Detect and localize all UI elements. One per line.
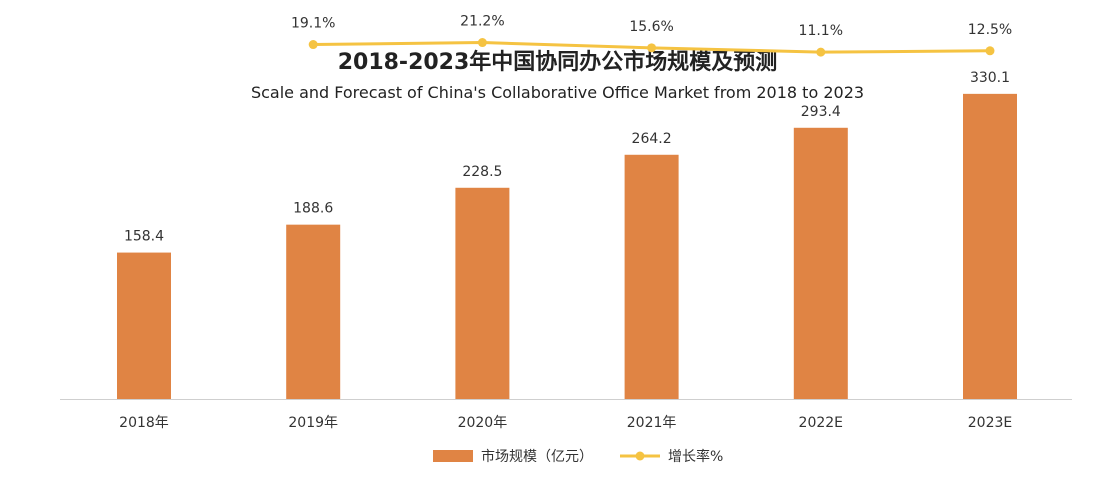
legend-swatch-market-size bbox=[433, 450, 473, 462]
growth-rate-point bbox=[647, 43, 657, 53]
legend-label-growth-rate: 增长率% bbox=[668, 448, 723, 465]
bar bbox=[286, 224, 341, 399]
bar bbox=[963, 93, 1017, 400]
chart-subtitle: Scale and Forecast of China's Collaborat… bbox=[250, 83, 865, 102]
bar bbox=[793, 127, 848, 399]
growth-rate-value-label: 11.1% bbox=[799, 23, 843, 39]
legend-swatch-growth-rate-marker bbox=[635, 451, 645, 461]
bar-value-label: 188.6 bbox=[293, 201, 333, 217]
bar-value-label: 330.1 bbox=[970, 70, 1010, 86]
bar-value-label: 158.4 bbox=[124, 229, 164, 245]
bar bbox=[624, 154, 679, 399]
growth-rate-point bbox=[308, 40, 318, 50]
growth-rate-value-label: 12.5% bbox=[968, 22, 1012, 38]
bar-value-label: 264.2 bbox=[632, 131, 672, 147]
growth-rate-point bbox=[477, 38, 487, 48]
bar bbox=[117, 252, 171, 399]
chart-title: 2018-2023年中国协同办公市场规模及预测 bbox=[337, 50, 778, 75]
growth-rate-value-label: 21.2% bbox=[460, 14, 504, 30]
x-tick-label: 2021年 bbox=[627, 415, 677, 431]
bar bbox=[455, 187, 510, 399]
growth-rate-point bbox=[816, 47, 826, 57]
growth-rate-value-label: 15.6% bbox=[629, 19, 673, 35]
x-tick-label: 2020年 bbox=[458, 415, 508, 431]
legend-label-market-size: 市场规模（亿元） bbox=[481, 448, 593, 465]
x-tick-label: 2018年 bbox=[119, 415, 169, 431]
bar-value-label: 228.5 bbox=[462, 164, 502, 180]
growth-rate-point bbox=[985, 46, 995, 56]
x-tick-label: 2019年 bbox=[288, 415, 338, 431]
x-tick-label: 2022E bbox=[799, 415, 843, 431]
growth-rate-value-label: 19.1% bbox=[291, 16, 335, 32]
bar-value-label: 293.4 bbox=[801, 104, 841, 120]
x-tick-label: 2023E bbox=[968, 415, 1012, 431]
